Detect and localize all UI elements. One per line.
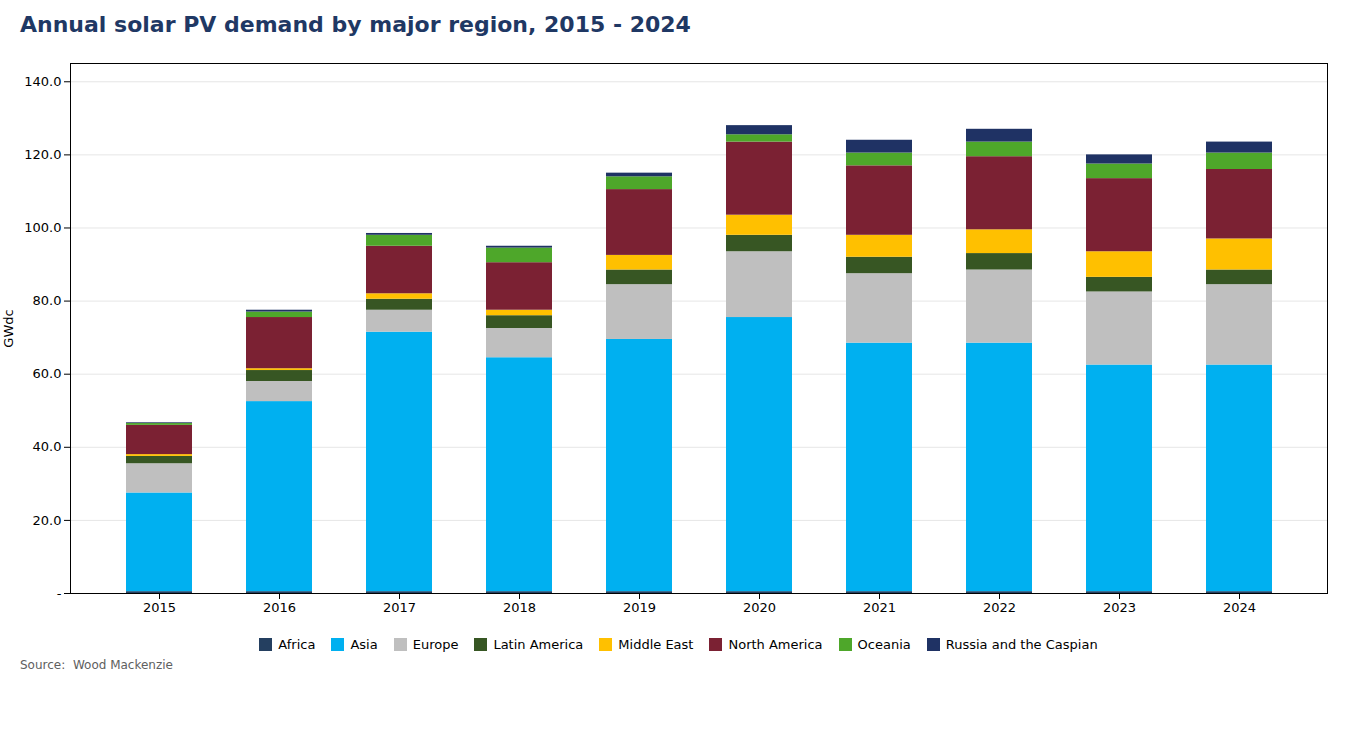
html-text:Russia and the Caspian: Russia and the Caspian [945, 637, 1098, 652]
html-text:Oceania: Oceania [857, 637, 911, 652]
html-text:Middle East: Middle East [618, 637, 694, 652]
svg-text:40.0: 40.0 [33, 439, 62, 454]
svg-text:-: - [57, 586, 62, 601]
svg-text:2019: 2019 [623, 600, 656, 615]
html-text:Source: Wood Mackenzie: Source: Wood Mackenzie [20, 658, 173, 672]
svg-text:60.0: 60.0 [33, 366, 62, 381]
html-text:North America: North America [728, 637, 823, 652]
svg-text:80.0: 80.0 [33, 293, 62, 308]
svg-text:2015: 2015 [143, 600, 176, 615]
svg-text:120.0: 120.0 [24, 147, 61, 162]
html-text:Asia: Asia [350, 637, 378, 652]
svg-text:GWdc: GWdc [1, 309, 16, 347]
svg-text:140.0: 140.0 [24, 74, 61, 89]
svg-text:2020: 2020 [743, 600, 776, 615]
svg-text:100.0: 100.0 [24, 220, 61, 235]
html-text:Europe: Europe [412, 637, 459, 652]
svg-text:2016: 2016 [263, 600, 296, 615]
svg-text:2023: 2023 [1103, 600, 1136, 615]
svg-text:20.0: 20.0 [33, 513, 62, 528]
svg-text:2021: 2021 [863, 600, 896, 615]
html-text:Latin America: Latin America [493, 637, 584, 652]
svg-text:2018: 2018 [503, 600, 536, 615]
svg-text:2024: 2024 [1223, 600, 1256, 615]
html-text:Africa: Africa [278, 637, 316, 652]
svg-text:2017: 2017 [383, 600, 416, 615]
html-text:Annual solar PV demand by majo: Annual solar PV demand by major region, … [20, 12, 691, 37]
svg-text:2022: 2022 [983, 600, 1016, 615]
